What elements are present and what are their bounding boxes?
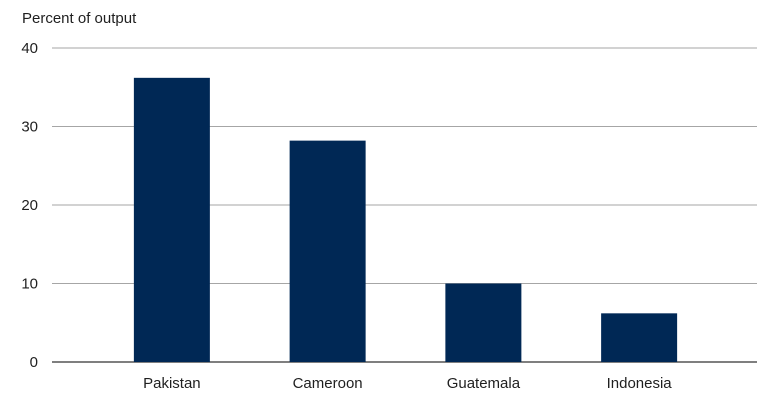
y-tick-label: 20 — [21, 197, 38, 214]
x-tick-label: Cameroon — [293, 375, 363, 392]
bar-cameroon — [289, 140, 366, 362]
x-tick-label: Indonesia — [607, 375, 673, 392]
y-tick-label: 40 — [21, 40, 38, 57]
bar-guatemala — [445, 283, 522, 362]
x-tick-label: Pakistan — [143, 375, 201, 392]
x-tick-label: Guatemala — [447, 375, 521, 392]
y-tick-label: 30 — [21, 119, 38, 136]
y-tick-label: 0 — [30, 354, 38, 371]
bar-pakistan — [133, 77, 210, 362]
y-tick-label: 10 — [21, 276, 38, 293]
y-axis-label: Percent of output — [22, 10, 137, 27]
bar-indonesia — [601, 313, 678, 362]
